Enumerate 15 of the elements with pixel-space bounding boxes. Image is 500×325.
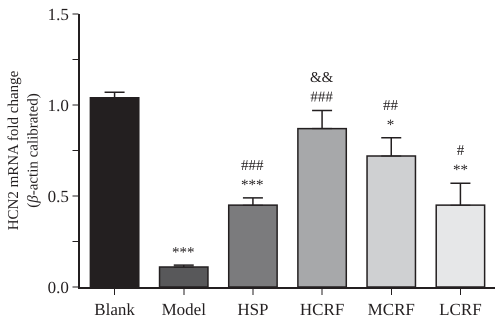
y-tick-label: 0.5	[48, 186, 69, 206]
x-tick-label: Blank	[94, 300, 136, 320]
y-tick-label: 0.0	[48, 278, 69, 297]
x-tick-label: HSP	[237, 300, 269, 320]
data-label: # **	[453, 143, 468, 178]
data-label: ### ***	[241, 158, 264, 194]
data-label: ## *	[383, 98, 398, 134]
data-label: ***	[172, 245, 194, 261]
x-tick-label: LCRF	[439, 300, 482, 320]
data-label: && ###	[310, 70, 334, 106]
x-tick-label: HCRF	[300, 300, 344, 320]
x-tick-label: Model	[162, 300, 206, 320]
y-tick-label: 1.0	[48, 96, 69, 115]
x-tick-label: MCRF	[368, 300, 415, 320]
y-tick-label: 1.5	[48, 4, 69, 24]
